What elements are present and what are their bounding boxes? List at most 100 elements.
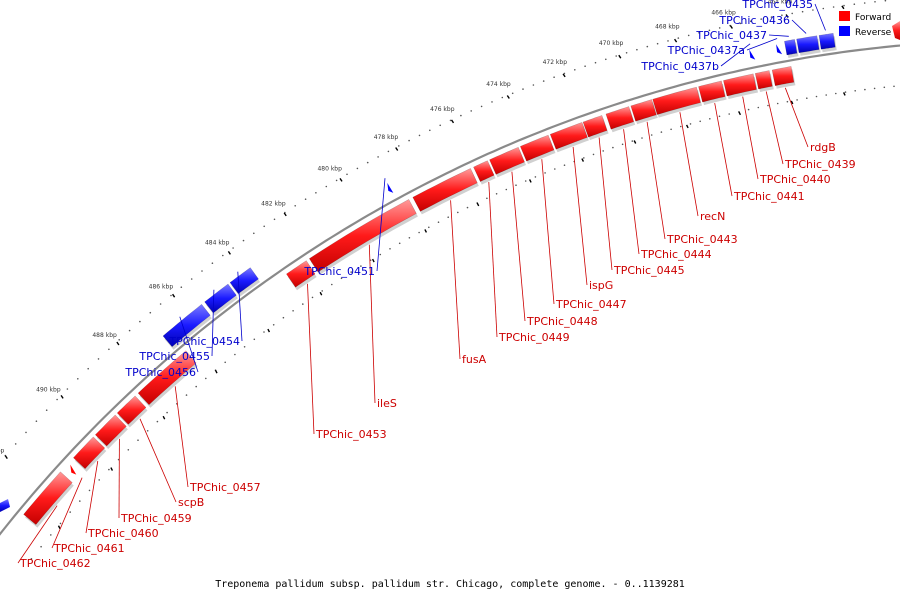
gene-tpchic-0460-label[interactable]: TPChic_0460 <box>87 527 159 540</box>
gene-tpchic-0437a-feature[interactable] <box>776 44 783 55</box>
scale-dot <box>97 358 100 360</box>
gene-tpchic-0437b-feature[interactable] <box>749 49 756 60</box>
gene-tpchic-0448-label[interactable]: TPChic_0448 <box>526 315 598 328</box>
scale-dot <box>408 139 410 142</box>
gene-tpchic-0444-feature[interactable] <box>605 106 635 130</box>
scale-dot <box>660 131 663 133</box>
scale-dot <box>491 101 493 103</box>
scale-dot <box>893 85 895 88</box>
scale-dot <box>224 361 226 364</box>
gene-tpchic-0447-feature[interactable] <box>519 134 555 162</box>
gene-tpchic-0439-feature[interactable] <box>754 70 773 90</box>
scale-dot <box>767 104 769 107</box>
gene-tpchic-0456-label[interactable]: TPChic_0456 <box>124 366 196 379</box>
gene-tpchic-0462-feature[interactable] <box>23 471 73 525</box>
gene-recn-feature[interactable] <box>652 86 701 115</box>
gene-tpchic-0441-label[interactable]: TPChic_0441 <box>733 190 805 203</box>
scale-tick <box>528 179 532 183</box>
legend-reverse-label: Reverse <box>855 28 892 38</box>
scale-dot <box>689 123 692 125</box>
gene-scpb-label[interactable]: scpB <box>178 496 204 509</box>
gene-recn-label[interactable]: recN <box>700 210 725 223</box>
scale-dot <box>612 146 614 149</box>
scale-dot <box>812 9 814 11</box>
gene-tpchic-0439-leader <box>765 91 784 165</box>
gene-tpchic-0461-label[interactable]: TPChic_0461 <box>53 542 125 555</box>
gene-tpchic-0447-label[interactable]: TPChic_0447 <box>555 298 627 311</box>
gene-tpchic-0443-label[interactable]: TPChic_0443 <box>666 233 738 246</box>
scale-dot <box>304 198 307 200</box>
gene-ispg-feature[interactable] <box>549 122 588 150</box>
gene-scpb-feature[interactable] <box>116 395 147 425</box>
scale-dot <box>625 52 628 54</box>
gene-tpchic-0437a-label[interactable]: TPChic_0437a <box>667 44 745 57</box>
gene-tpchic-0444-label[interactable]: TPChic_0444 <box>640 248 712 261</box>
gene-iles-label[interactable]: ileS <box>377 397 397 410</box>
gene-tpchic-0445-feature[interactable] <box>582 115 608 138</box>
scale-dot <box>501 96 504 99</box>
gene-tpchic-0459-label[interactable]: TPChic_0459 <box>120 512 192 525</box>
edge-reverse-feature[interactable] <box>0 499 10 512</box>
gene-tpchic-0453-feature[interactable] <box>286 260 316 288</box>
gene-tpchic-0435-label[interactable]: TPChic_0435 <box>741 0 813 11</box>
scale-tick <box>506 95 510 99</box>
gene-tpchic-0456-feature[interactable] <box>162 303 211 348</box>
scale-dot <box>45 409 48 412</box>
gene-fusa-label[interactable]: fusA <box>462 353 487 366</box>
gene-rdgb-leader <box>784 87 809 148</box>
gene-tpchic-0454-label[interactable]: TPChic_0454 <box>168 335 240 348</box>
scale-dot <box>232 247 234 249</box>
gene-tpchic-0459-feature[interactable] <box>94 414 127 447</box>
gene-tpchic-0460-feature[interactable] <box>73 436 106 470</box>
gene-tpchic-0440-label[interactable]: TPChic_0440 <box>759 173 831 186</box>
gene-tpchic-0451-feature[interactable] <box>387 182 394 193</box>
gene-tpchic-0439-label[interactable]: TPChic_0439 <box>784 158 856 171</box>
gene-tpchic-0437b-label[interactable]: TPChic_0437b <box>640 60 719 73</box>
scale-dot <box>211 262 214 265</box>
scale-dot <box>360 265 362 267</box>
gene-tpchic-0457-feature[interactable] <box>137 350 197 406</box>
gene-tpchic-0435-leader <box>814 3 826 31</box>
gene-fusa-feature[interactable] <box>412 168 478 212</box>
edge-forward-feature[interactable] <box>892 21 900 40</box>
gene-tpchic-0436-feature[interactable] <box>796 35 820 54</box>
scale-dot <box>815 95 818 98</box>
gene-rdgb-feature[interactable] <box>771 66 795 86</box>
scale-kbp-label: 468 kbp <box>655 24 680 31</box>
scale-dot <box>243 346 246 348</box>
gene-tpchic-0441-feature[interactable] <box>698 80 726 103</box>
scale-dot <box>708 29 711 32</box>
gene-tpchic-0443-feature[interactable] <box>630 99 657 122</box>
gene-ispg-label[interactable]: ispG <box>589 279 613 292</box>
scale-dot <box>447 216 450 218</box>
gene-tpchic-0454-feature[interactable] <box>229 267 259 295</box>
gene-tpchic-0437-feature[interactable] <box>784 39 798 56</box>
gene-tpchic-0457-label[interactable]: TPChic_0457 <box>189 481 261 494</box>
gene-tpchic-0449-label[interactable]: TPChic_0449 <box>498 331 570 344</box>
gene-tpchic-0445-label[interactable]: TPChic_0445 <box>613 264 685 277</box>
gene-tpchic-0437-label[interactable]: TPChic_0437 <box>695 29 767 42</box>
gene-tpchic-0448-feature[interactable] <box>489 146 525 175</box>
gene-tpchic-0461-feature[interactable] <box>70 464 77 475</box>
scale-dot <box>470 110 473 112</box>
gene-rdgb-label[interactable]: rdgB <box>810 141 836 154</box>
gene-iles-feature[interactable] <box>308 199 417 273</box>
gene-tpchic-0436-label[interactable]: TPChic_0436 <box>718 14 790 27</box>
scale-dot <box>854 90 856 92</box>
gene-tpchic-0435-feature[interactable] <box>818 33 836 50</box>
scale-kbp-label: 478 kbp <box>374 134 399 141</box>
scale-dot <box>563 72 566 75</box>
gene-tpchic-0451-label[interactable]: TPChic_0451 <box>303 265 375 278</box>
gene-tpchic-0449-feature[interactable] <box>473 160 495 182</box>
scale-tick <box>60 395 64 399</box>
gene-tpchic-0455-label[interactable]: TPChic_0455 <box>138 350 210 363</box>
scale-dot <box>687 34 690 37</box>
scale-dot <box>315 192 317 194</box>
gene-tpchic-0440-feature[interactable] <box>723 73 757 97</box>
gene-tpchic-0453-label[interactable]: TPChic_0453 <box>315 428 387 441</box>
genome-backbone <box>0 44 900 536</box>
scale-dot <box>832 6 835 8</box>
scale-dot <box>796 99 798 101</box>
gene-tpchic-0462-label[interactable]: TPChic_0462 <box>19 557 91 570</box>
scale-tick <box>790 100 794 105</box>
